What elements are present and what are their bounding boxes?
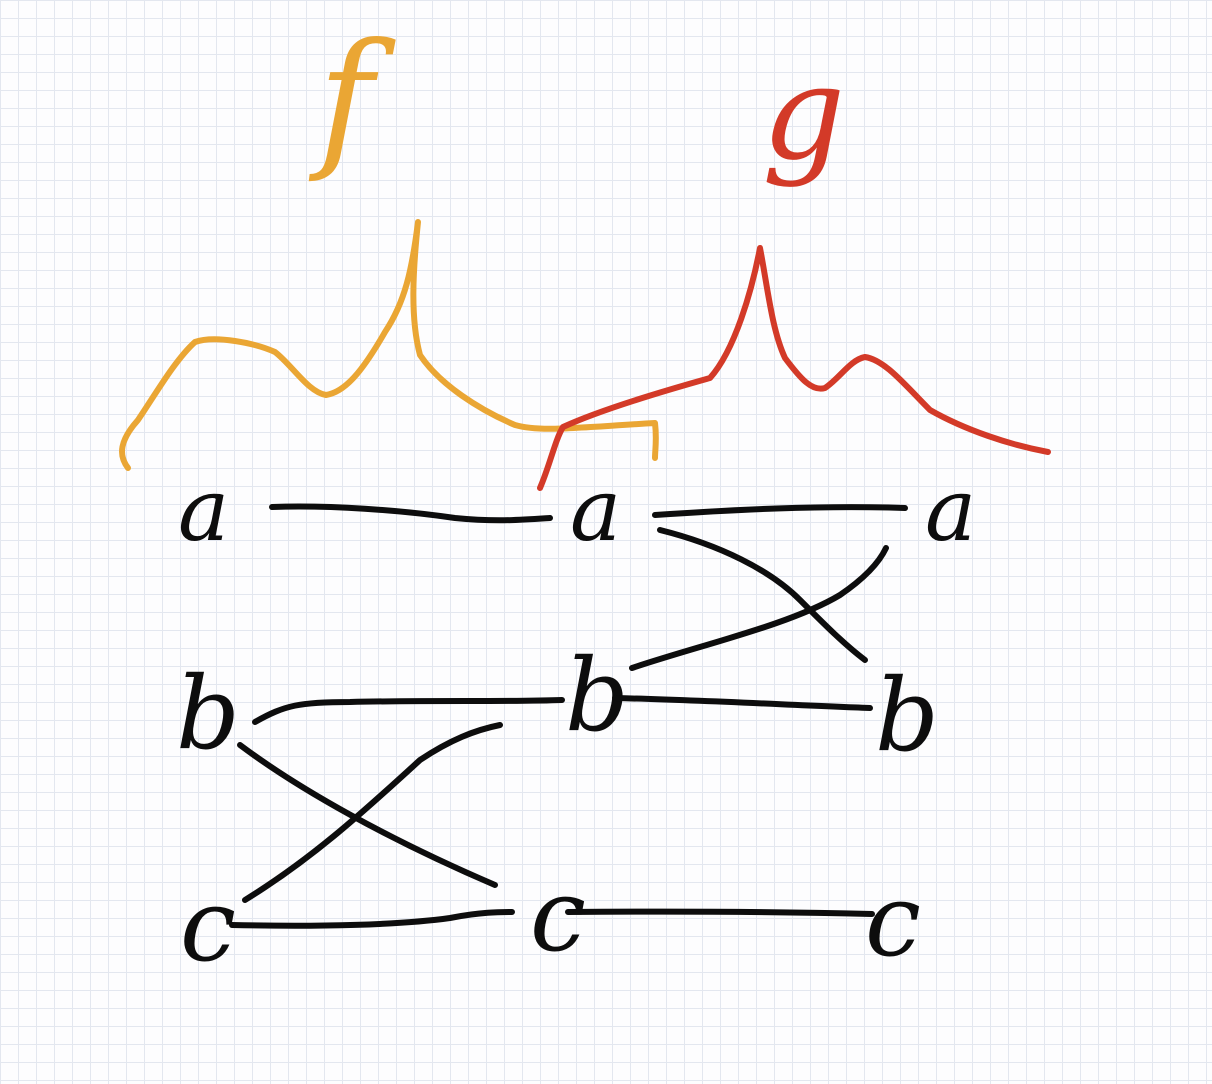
label-f-text: f (308, 12, 396, 186)
col1-b: b (176, 655, 240, 772)
col2-a: a (570, 461, 621, 561)
label-f: f (308, 12, 396, 186)
col1-a: a (178, 461, 229, 561)
edge-g-c-to-c (565, 908, 875, 917)
edge-g-a-to-a (652, 504, 908, 518)
edge-f-a-to-a (269, 503, 553, 524)
brace-f (119, 219, 659, 471)
col3-a: a (925, 461, 976, 561)
column-2: a b c (530, 461, 629, 974)
label-g-text: g (762, 37, 845, 189)
column-1: a b c (176, 461, 240, 984)
edge-f-b-to-c (237, 742, 498, 888)
map-f-edges (229, 503, 565, 929)
label-g: g (762, 37, 845, 189)
brace-g (537, 245, 1051, 491)
map-g-edges (565, 504, 908, 917)
col3-c: c (865, 862, 921, 979)
column-3: a b c (865, 461, 976, 979)
col2-c: c (530, 857, 586, 974)
edge-f-c-to-b (242, 722, 503, 903)
edge-g-b-to-a (629, 545, 889, 671)
edge-f-b-to-b (252, 697, 565, 725)
col1-c: c (180, 867, 236, 984)
edge-f-c-to-c (229, 909, 515, 929)
col3-b: b (875, 657, 939, 774)
edge-g-a-to-b (657, 527, 868, 663)
edge-g-b-to-b (612, 695, 873, 711)
